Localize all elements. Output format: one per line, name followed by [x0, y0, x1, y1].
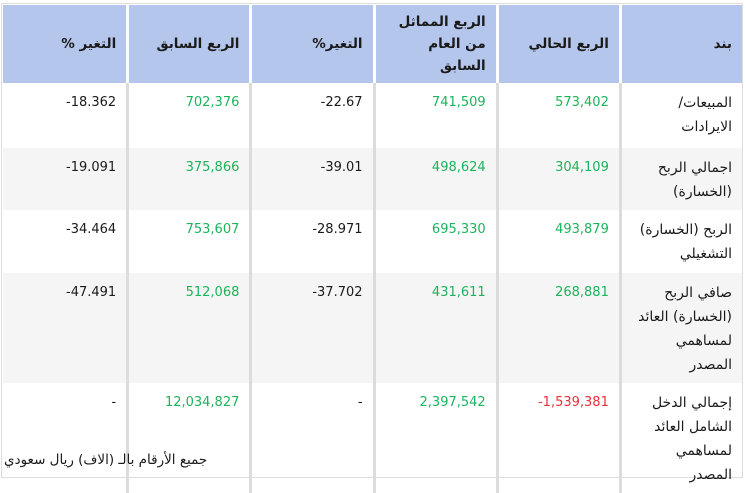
current-quarter-value: 268,881	[495, 273, 619, 383]
header-previous-quarter: الربع السابق	[126, 5, 250, 83]
change-yoy-value: 28.971-	[249, 210, 372, 273]
same-quarter-last-year-value: 498,624	[372, 148, 496, 210]
table-row: إجمالي الدخل الشامل العائد لمساهمي المصد…	[3, 383, 742, 493]
header-item: بند	[618, 5, 742, 83]
same-quarter-last-year-value: 431,611	[372, 273, 496, 383]
previous-quarter-value: 702,376	[126, 83, 249, 148]
change-qoq-value: 18.362-	[66, 95, 117, 110]
change-yoy-value: 37.702-	[249, 273, 373, 383]
financial-results-table: بند الربع الحالي الربع المماثل من العام …	[3, 5, 742, 493]
previous-quarter-value: 512,068	[126, 273, 250, 383]
previous-quarter-value: 753,607	[126, 210, 249, 273]
table-row: صافي الربح (الخسارة) العائد لمساهمي المص…	[3, 273, 742, 383]
previous-quarter-value: 12,034,827	[126, 383, 249, 493]
same-quarter-last-year-value: 741,509	[372, 83, 496, 148]
table-row: اجمالي الربح (الخسارة) 304,109 498,624 3…	[3, 148, 742, 210]
change-yoy-value: 22.67-	[249, 83, 372, 148]
currency-footnote: جميع الأرقام بالـ (الاف) ريال سعودي	[4, 452, 208, 468]
header-change-qoq: التغير %	[3, 5, 127, 83]
row-item-label: المبيعات/ الايرادات	[618, 83, 742, 148]
change-yoy-value: 39.01-	[249, 148, 373, 210]
same-quarter-last-year-value: 695,330	[372, 210, 496, 273]
change-qoq-value: 34.464-	[66, 222, 117, 237]
row-item-label: اجمالي الربح (الخسارة)	[618, 148, 742, 210]
current-quarter-value: 573,402	[495, 83, 619, 148]
row-item-label: صافي الربح (الخسارة) العائد لمساهمي المص…	[618, 273, 742, 383]
table-row: الربح (الخسارة) التشغيلي 493,879 695,330…	[3, 210, 742, 273]
current-quarter-value: 304,109	[495, 148, 619, 210]
change-qoq-value: 19.091-	[3, 148, 127, 210]
change-qoq-value: 47.491-	[3, 273, 127, 383]
header-same-quarter-last-year: الربع المماثل من العام السابق	[372, 5, 496, 83]
same-quarter-last-year-value: 2,397,542	[372, 383, 496, 493]
row-item-label: إجمالي الدخل الشامل العائد لمساهمي المصد…	[618, 383, 742, 493]
table-row: المبيعات/ الايرادات 573,402 741,509 22.6…	[3, 83, 742, 148]
previous-quarter-value: 375,866	[126, 148, 250, 210]
header-current-quarter: الربع الحالي	[495, 5, 619, 83]
current-quarter-value: 1,539,381-	[495, 383, 619, 493]
current-quarter-value: 493,879	[495, 210, 619, 273]
change-qoq-value: -	[111, 395, 117, 410]
change-yoy-value: -	[249, 383, 372, 493]
header-change-yoy: التغير%	[249, 5, 373, 83]
table-header-row: بند الربع الحالي الربع المماثل من العام …	[3, 5, 742, 83]
row-item-label: الربح (الخسارة) التشغيلي	[618, 210, 742, 273]
